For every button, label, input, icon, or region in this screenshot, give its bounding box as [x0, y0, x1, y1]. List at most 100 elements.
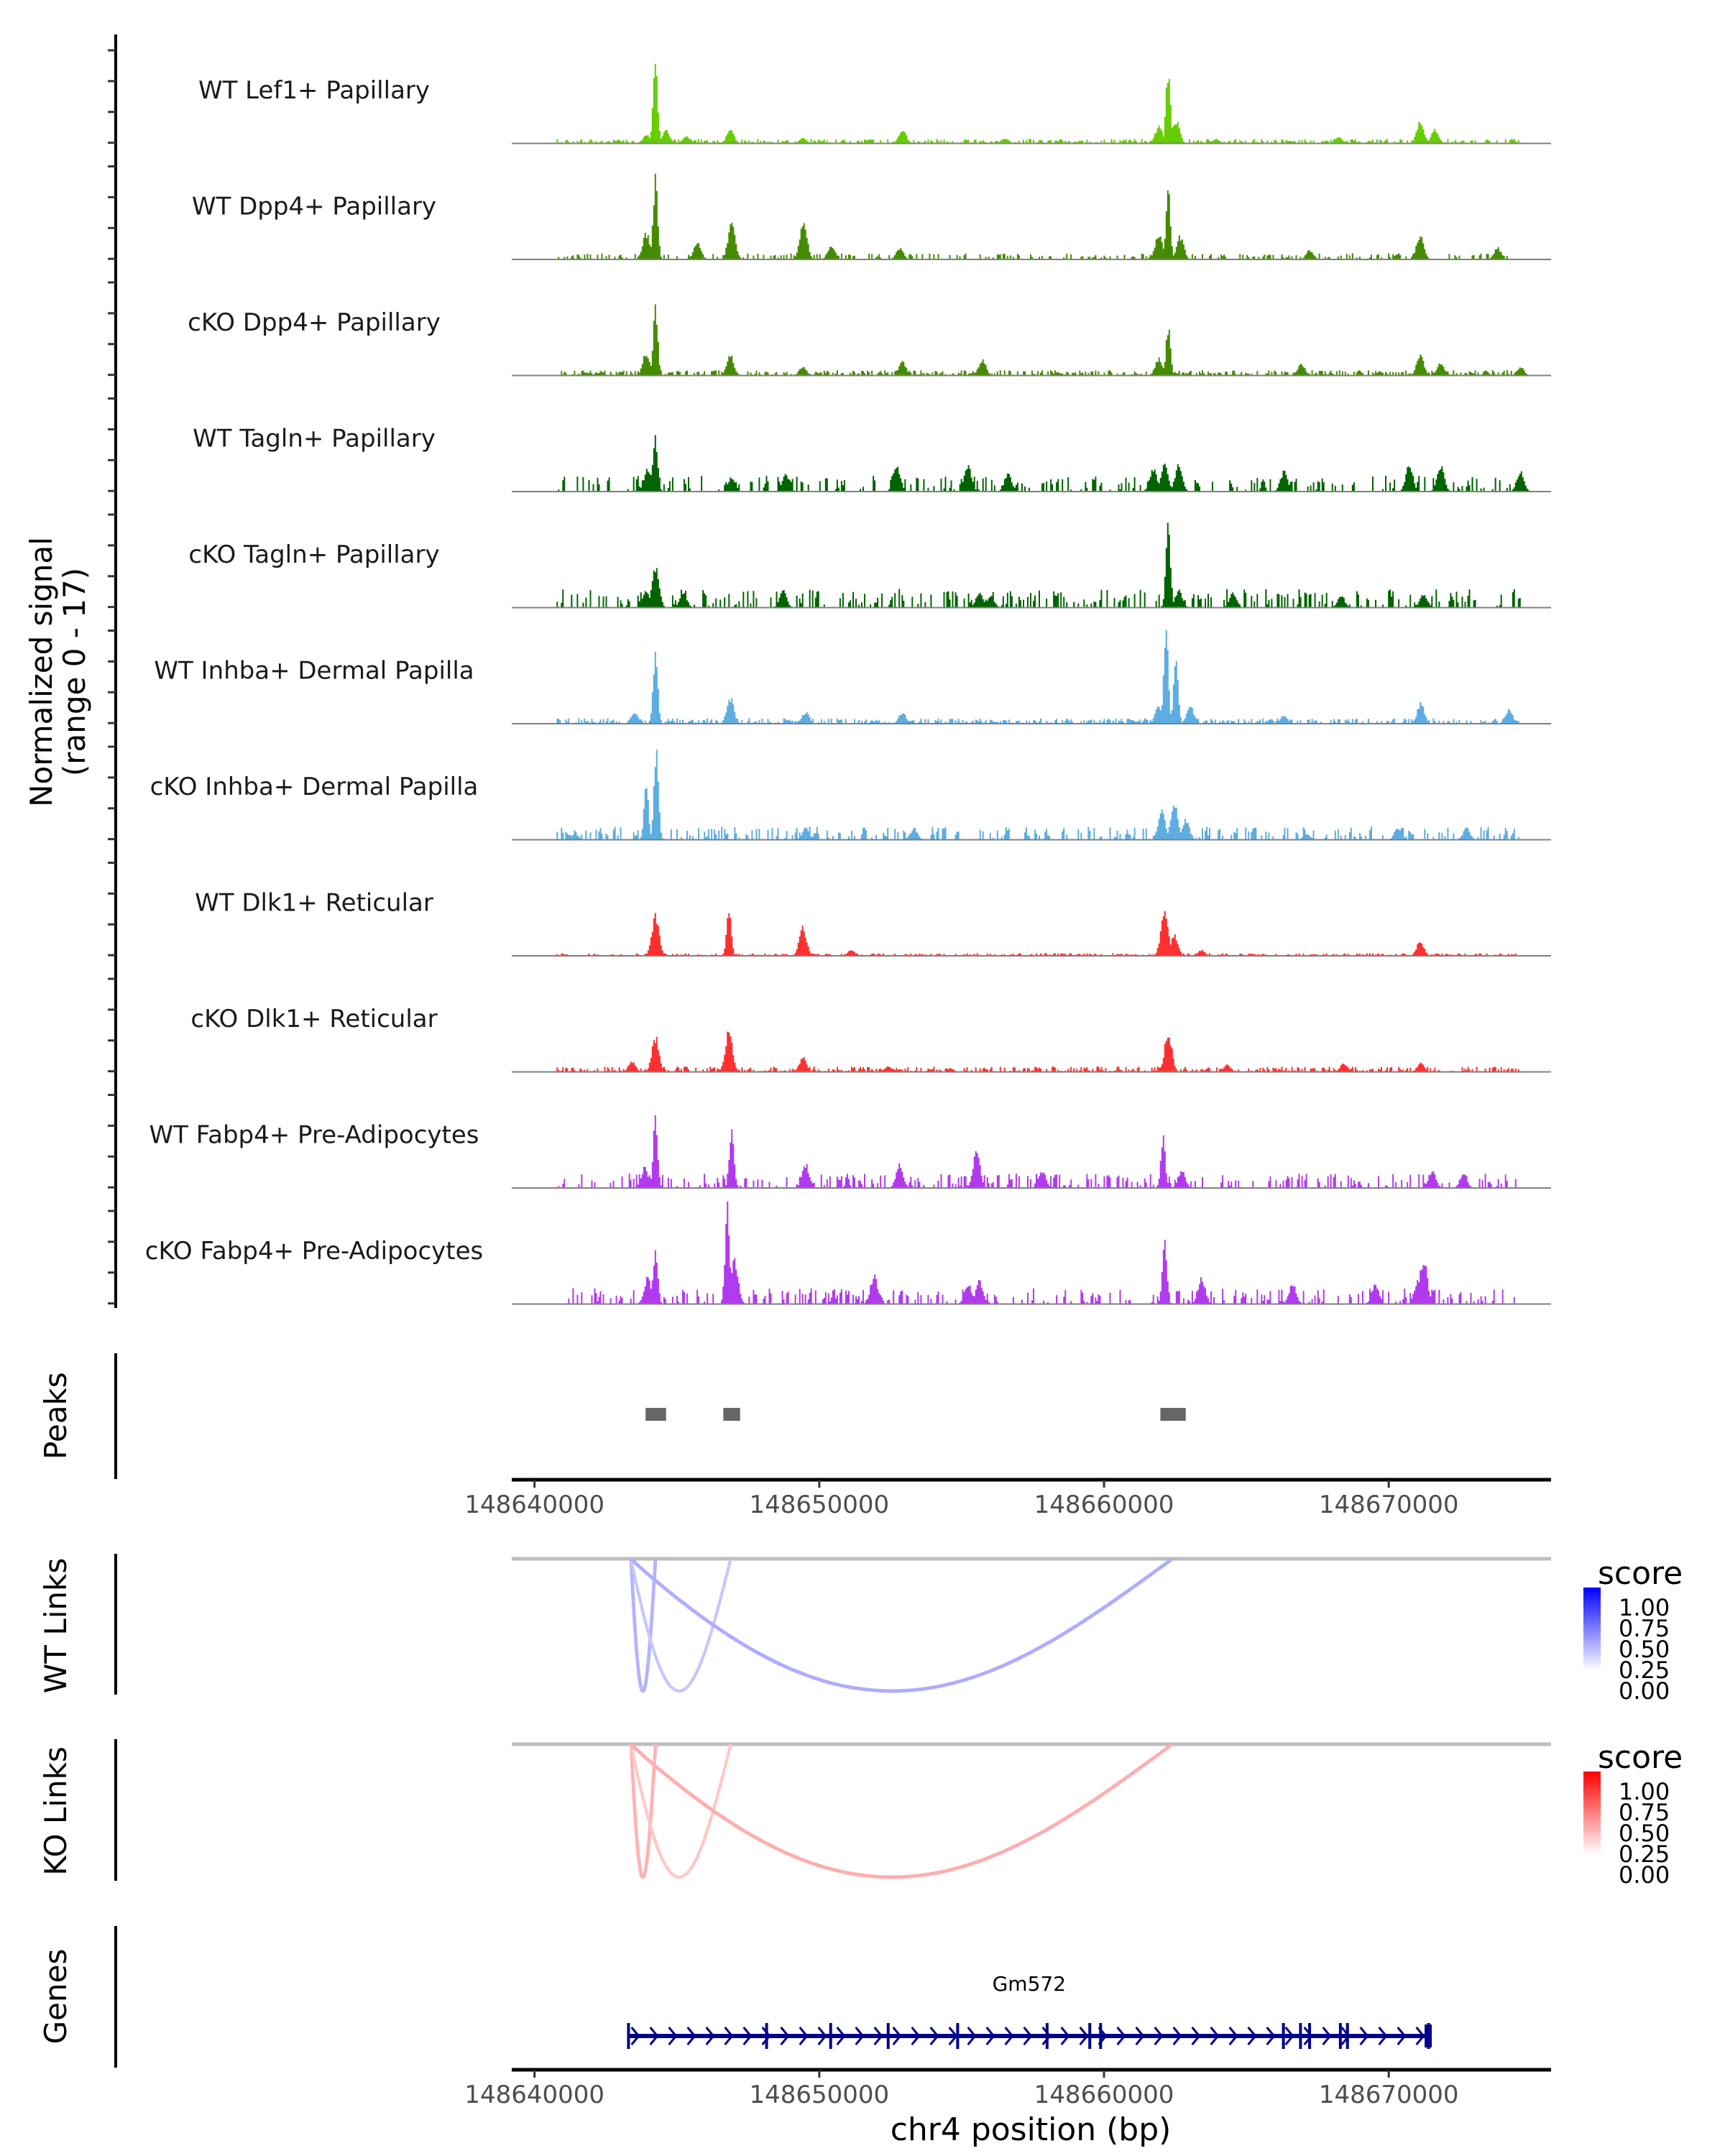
ko-links-title: KO Links [38, 1746, 73, 1876]
strand-arrow-icon [705, 2027, 715, 2045]
exon [1346, 2023, 1349, 2049]
legend-wt-tick: 0.00 [1619, 1677, 1670, 1705]
legend-wt-tick: 1.00 [1619, 1594, 1670, 1621]
strand-arrow-icon [985, 2027, 995, 2045]
coverage-area [512, 435, 1551, 492]
x-tick-label: 148660000 [1034, 2081, 1174, 2109]
legend-ko-score: score 1.00 0.75 0.50 0.25 0.00 [1583, 1739, 1683, 1889]
strand-arrow-icon [1284, 2027, 1294, 2045]
strand-arrow-icon [967, 2027, 977, 2045]
x-axis-bottom: 148640000 148650000 148660000 148670000 [464, 2068, 1551, 2109]
track-label: cKO Dpp4+ Papillary [188, 308, 441, 337]
strand-arrow-icon [1172, 2027, 1182, 2045]
link-panel [512, 1557, 1551, 1693]
legend-wt-title: score [1598, 1555, 1683, 1592]
strand-arrow-icon [1023, 2027, 1033, 2045]
wt-links-title: WT Links [38, 1558, 73, 1693]
link-panel [512, 1742, 1551, 1879]
legend-ko-tick: 1.00 [1619, 1778, 1670, 1805]
track-label: WT Lef1+ Papillary [198, 76, 430, 105]
strand-arrow-icon [1228, 2027, 1238, 2045]
strand-arrow-icon [1154, 2027, 1164, 2045]
wt-links-title-group: WT Links [38, 1558, 73, 1693]
legend-ko-tick: 0.25 [1619, 1841, 1670, 1868]
x-tick-label: 148660000 [1034, 1491, 1174, 1519]
strand-arrow-icon [1322, 2027, 1332, 2045]
track-label: cKO Dlk1+ Reticular [190, 1005, 437, 1033]
strand-arrow-icon [1266, 2027, 1276, 2045]
signal-axis-title: Normalized signal (range 0 - 17) [24, 537, 92, 807]
strand-arrow-icon [1397, 2027, 1407, 2045]
coverage-area [512, 1031, 1551, 1072]
exon [1282, 2023, 1285, 2049]
coverage-area [512, 911, 1551, 956]
exon [765, 2023, 768, 2049]
strand-arrow-icon [742, 2027, 753, 2045]
link-arc [629, 1558, 658, 1693]
strand-arrow-icon [1116, 2027, 1126, 2045]
strand-arrow-icon [686, 2027, 696, 2045]
peaks-panel-title-group: Peaks [38, 1372, 73, 1460]
coverage-area [512, 1115, 1551, 1188]
x-tick-label: 148640000 [464, 1491, 604, 1519]
coverage-area [512, 750, 1551, 840]
track-label: WT Fabp4+ Pre-Adipocytes [150, 1121, 479, 1150]
strand-arrow-icon [1041, 2027, 1052, 2045]
coverage-track: WT Dlk1+ Reticular [195, 889, 1551, 957]
exon [1088, 2023, 1092, 2049]
strand-arrow-icon [630, 2027, 640, 2045]
legend-wt-colorbar [1583, 1588, 1601, 1671]
link-arc [629, 1743, 732, 1879]
exon [1425, 2024, 1432, 2047]
coverage-track: WT Tagln+ Papillary [193, 425, 1551, 492]
genes-panel-title-group: Genes [38, 1949, 73, 2045]
legend-wt-tick: 0.75 [1619, 1615, 1670, 1642]
coverage-track: cKO Tagln+ Papillary [188, 522, 1551, 609]
strand-arrow-icon [761, 2027, 771, 2045]
signal-axis-ticks [108, 49, 116, 1305]
gene-models: Gm572 [627, 1972, 1432, 2049]
legend-ko-colorbar [1583, 1772, 1601, 1855]
link-arc [629, 1743, 658, 1879]
x-tick-label: 148650000 [750, 2081, 890, 2109]
strand-arrow-icon [780, 2027, 790, 2045]
x-axis-title: chr4 position (bp) [891, 2111, 1172, 2148]
track-label: WT Inhba+ Dermal Papilla [154, 657, 474, 686]
ylabel-line-1: Normalized signal [24, 537, 59, 807]
coverage-track: cKO Inhba+ Dermal Papilla [150, 750, 1551, 841]
ylabel-line-2: (range 0 - 17) [57, 568, 92, 776]
track-label: cKO Tagln+ Papillary [188, 540, 439, 569]
ko-links-title-group: KO Links [38, 1746, 73, 1876]
link-arcs [512, 1557, 1551, 1879]
gene-name: Gm572 [993, 1972, 1066, 1996]
coverage-area [512, 304, 1551, 376]
gene-model: Gm572 [627, 1972, 1432, 2049]
coverage-track: WT Inhba+ Dermal Papilla [154, 630, 1551, 724]
x-tick-label: 148670000 [1319, 1491, 1459, 1519]
legend-ko-tick: 0.00 [1619, 1861, 1670, 1889]
peak-regions [645, 1408, 1186, 1421]
strand-arrow-icon [668, 2027, 678, 2045]
exon [886, 2023, 890, 2049]
legend-ko-tick: 0.75 [1619, 1799, 1670, 1826]
exon [627, 2023, 630, 2049]
coverage-area [512, 630, 1551, 724]
x-tick-label: 148650000 [750, 1491, 890, 1519]
strand-arrow-icon [1060, 2027, 1070, 2045]
strand-arrow-icon [1004, 2027, 1014, 2045]
strand-arrow-icon [1191, 2027, 1201, 2045]
coverage-area [512, 1201, 1551, 1304]
exon [1099, 2023, 1103, 2049]
exon [956, 2023, 960, 2049]
coverage-track: cKO Fabp4+ Pre-Adipocytes [145, 1201, 1551, 1305]
strand-arrow-icon [1210, 2027, 1220, 2045]
strand-arrow-icon [724, 2027, 734, 2045]
peak-region [1160, 1408, 1186, 1421]
strand-arrow-icon [1415, 2027, 1425, 2045]
coverage-track: cKO Dpp4+ Papillary [188, 304, 1551, 377]
coverage-track: WT Fabp4+ Pre-Adipocytes [150, 1115, 1551, 1189]
strand-arrow-icon [1247, 2027, 1257, 2045]
x-tick-label: 148670000 [1319, 2081, 1459, 2109]
strand-arrow-icon [1378, 2027, 1388, 2045]
